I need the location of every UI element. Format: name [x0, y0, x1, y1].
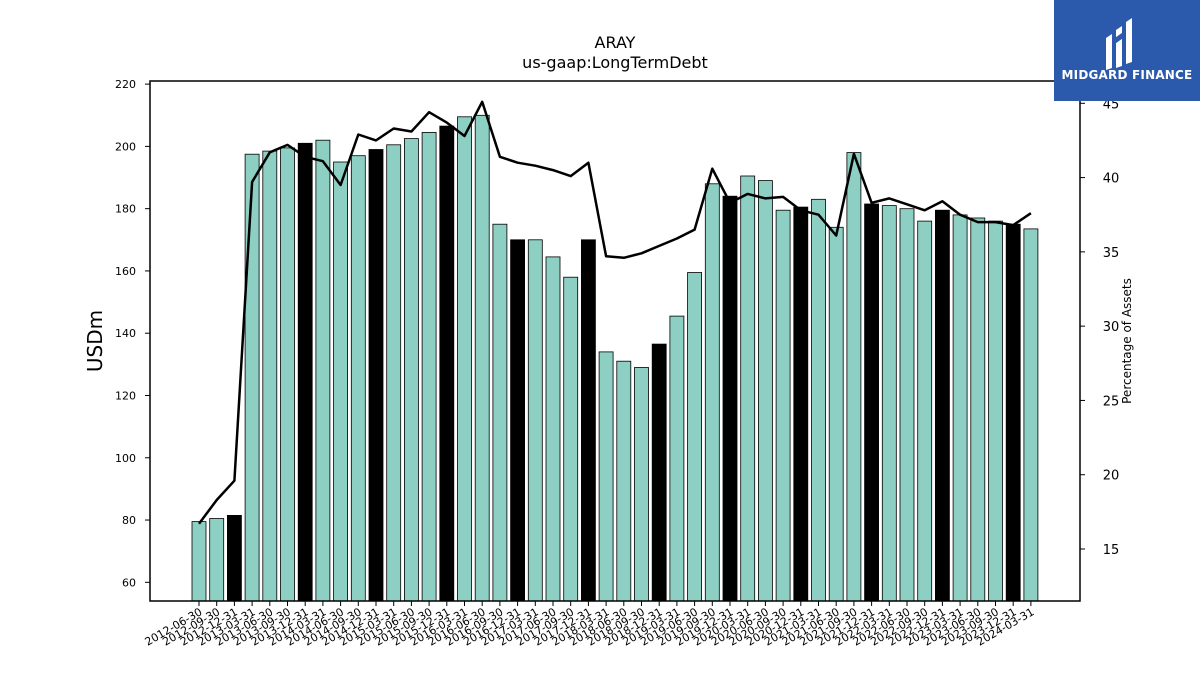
- bar: [244, 153, 260, 602]
- y-axis-label: USDm: [83, 310, 107, 372]
- bar: [917, 220, 933, 602]
- bar: [191, 521, 207, 602]
- bar: [439, 125, 455, 602]
- y-tick-label: 160: [115, 265, 136, 278]
- bar: [421, 131, 437, 602]
- logo: MIDGARD FINANCE: [1054, 0, 1200, 101]
- bar: [368, 149, 384, 602]
- bar: [280, 147, 295, 602]
- bar: [758, 180, 773, 602]
- y-tick-label: 200: [115, 140, 136, 153]
- y2-tick-label: 40: [1103, 172, 1120, 187]
- y2-tick-label: 20: [1103, 469, 1120, 484]
- bar: [616, 360, 632, 602]
- plot-frame: [149, 80, 1081, 602]
- y-tick-label: 80: [122, 514, 136, 527]
- bar: [775, 209, 791, 602]
- y-tick-label: 220: [115, 78, 136, 91]
- bar: [881, 205, 897, 602]
- chart-subtitle: us-gaap:LongTermDebt: [522, 53, 708, 72]
- bar: [651, 343, 667, 602]
- chart-title: ARAY: [595, 33, 636, 52]
- bar: [386, 144, 402, 602]
- bar: [333, 161, 349, 602]
- bar: [988, 220, 1003, 602]
- bar: [1005, 223, 1021, 602]
- bar: [970, 217, 986, 602]
- bar: [952, 214, 968, 602]
- bar: [510, 239, 526, 602]
- bar: [704, 183, 720, 602]
- bar: [722, 195, 738, 602]
- y-tick-label: 100: [115, 452, 136, 465]
- bar: [828, 226, 844, 602]
- bar: [846, 152, 862, 602]
- y2-tick-label: 25: [1103, 394, 1120, 409]
- bar: [262, 150, 278, 602]
- y-tick-label: 180: [115, 203, 136, 216]
- y2-axis-label: Percentage of Assets: [1120, 278, 1134, 404]
- bar: [687, 272, 702, 602]
- bar: [545, 256, 561, 602]
- y-tick-label: 60: [122, 576, 136, 589]
- logo-icon: [1106, 18, 1132, 70]
- y2-tick-label: 35: [1103, 246, 1120, 261]
- bar: [457, 116, 472, 602]
- bar: [226, 515, 242, 602]
- bar: [1023, 228, 1039, 602]
- y2-tick-label: 45: [1103, 97, 1120, 112]
- bar: [209, 518, 225, 602]
- bar: [740, 175, 756, 602]
- bar: [581, 239, 596, 602]
- bar: [935, 209, 950, 602]
- y-tick-label: 120: [115, 389, 136, 402]
- bar: [563, 276, 579, 602]
- bar: [474, 114, 490, 602]
- bar: [811, 198, 826, 602]
- bar: [527, 239, 543, 602]
- bar: [315, 139, 331, 602]
- y2-tick-label: 15: [1103, 543, 1120, 558]
- bar: [899, 208, 915, 602]
- bar: [634, 367, 649, 602]
- bar: [598, 351, 614, 602]
- bar: [669, 315, 685, 602]
- y-tick-label: 140: [115, 327, 136, 340]
- bar: [864, 203, 879, 602]
- pct-assets-line: [197, 100, 1032, 525]
- bar: [297, 142, 313, 602]
- y2-tick-label: 30: [1103, 320, 1120, 335]
- logo-text: MIDGARD FINANCE: [1061, 68, 1193, 82]
- bar: [793, 206, 809, 602]
- bar: [403, 138, 419, 602]
- bar: [350, 155, 366, 602]
- bar: [492, 223, 508, 602]
